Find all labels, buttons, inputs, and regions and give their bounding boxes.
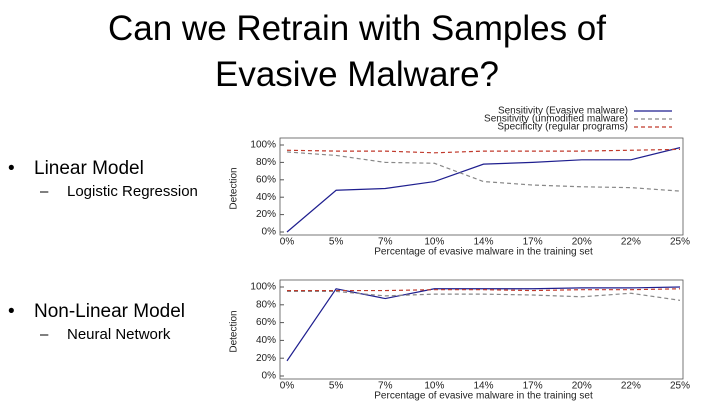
plot-frame [279, 279, 684, 380]
x-tick-label: 5% [329, 381, 344, 392]
x-tick-label: 17% [523, 237, 543, 248]
y-tick-label: 40% [256, 335, 276, 346]
bullet: Linear Model [34, 158, 144, 179]
x-tick-label: 14% [473, 237, 493, 248]
x-tick-label: 22% [621, 381, 641, 392]
plot-frame [279, 137, 684, 236]
legend-label: Sensitivity (unmodified malware) [484, 114, 628, 125]
y-tick-label: 40% [256, 192, 276, 203]
y-tick-label: 0% [262, 371, 277, 382]
y-axis-label: Detection [229, 167, 240, 209]
x-tick-label: 7% [378, 237, 393, 248]
bullet-glyph: • [8, 301, 15, 322]
x-tick-label: 20% [572, 237, 592, 248]
x-tick-label: 5% [329, 237, 344, 248]
series-line [286, 147, 681, 233]
x-tick-label: 22% [621, 237, 641, 248]
x-tick-label: 0% [280, 237, 295, 248]
legend-label: Specificity (regular programs) [497, 122, 628, 133]
y-tick-label: 60% [256, 317, 276, 328]
y-tick-label: 20% [256, 209, 276, 220]
sub-bullet-glyph: – [40, 183, 49, 200]
y-tick-label: 80% [256, 157, 276, 168]
y-tick-label: 80% [256, 299, 276, 310]
y-tick-label: 100% [250, 282, 276, 293]
slide-title: Can we Retrain with Samples of [108, 9, 606, 48]
slide-title: Evasive Malware? [215, 55, 499, 94]
x-tick-label: 25% [670, 237, 690, 248]
bullet: Non-Linear Model [34, 301, 185, 322]
y-tick-label: 100% [250, 140, 276, 151]
legend-label: Sensitivity (Evasive malware) [498, 106, 628, 117]
x-axis-label: Percentage of evasive malware in the tra… [374, 247, 593, 258]
series-line [286, 151, 681, 192]
x-tick-label: 20% [572, 381, 592, 392]
series-line [287, 290, 681, 301]
x-tick-label: 10% [424, 237, 444, 248]
y-axis-label: Detection [229, 310, 240, 352]
bullet-glyph: • [8, 158, 15, 179]
sub-bullet-glyph: – [40, 326, 49, 343]
series-line [287, 288, 681, 292]
y-tick-label: 20% [256, 353, 276, 364]
series-line [286, 148, 681, 154]
x-tick-label: 17% [523, 381, 543, 392]
series-line [286, 286, 681, 362]
x-axis-label: Percentage of evasive malware in the tra… [374, 391, 593, 402]
x-tick-label: 10% [424, 381, 444, 392]
sub-bullet: Neural Network [67, 326, 171, 343]
y-tick-label: 60% [256, 174, 276, 185]
x-tick-label: 14% [473, 381, 493, 392]
x-tick-label: 7% [378, 381, 393, 392]
y-tick-label: 0% [262, 227, 277, 238]
x-tick-label: 25% [670, 381, 690, 392]
sub-bullet: Logistic Regression [67, 183, 198, 200]
x-tick-label: 0% [280, 381, 295, 392]
